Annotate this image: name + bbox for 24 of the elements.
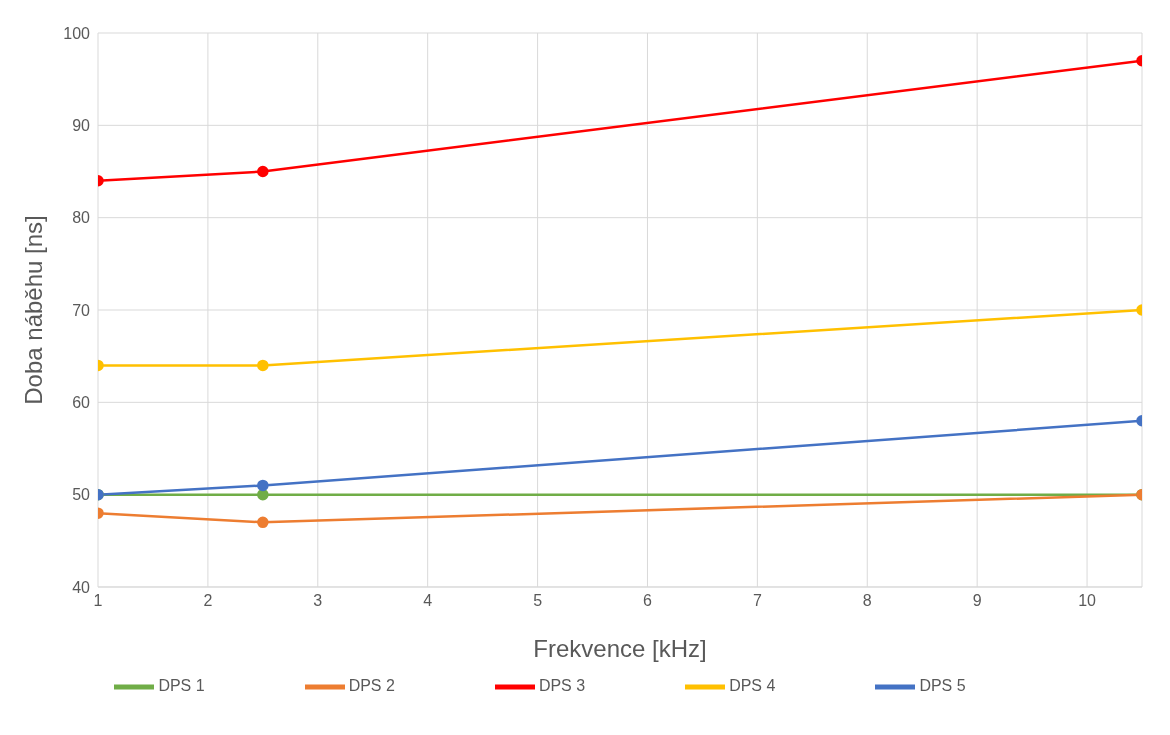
x-tick-label: 7 xyxy=(752,592,762,610)
x-tick-label: 3 xyxy=(313,592,323,610)
legend-label: DPS 2 xyxy=(348,677,395,695)
x-tick-label: 4 xyxy=(423,592,433,610)
legend-label: DPS 5 xyxy=(919,677,966,695)
y-tick-label: 70 xyxy=(72,301,91,319)
x-tick-label: 5 xyxy=(533,592,543,610)
legend-label: DPS 4 xyxy=(729,677,776,695)
x-tick-label: 10 xyxy=(1078,592,1097,610)
y-tick-label: 60 xyxy=(72,394,91,412)
y-tick-label: 100 xyxy=(63,24,91,42)
y-tick-label: 90 xyxy=(72,117,91,135)
y-tick-label: 80 xyxy=(72,209,91,227)
x-axis-title: Frekvence [kHz] xyxy=(533,635,707,662)
x-tick-label: 9 xyxy=(972,592,982,610)
y-axis-title: Doba náběhu [ns] xyxy=(19,215,47,405)
y-tick-label: 40 xyxy=(72,578,91,596)
x-tick-label: 1 xyxy=(93,592,103,610)
x-tick-label: 2 xyxy=(203,592,213,610)
x-tick-label: 6 xyxy=(643,592,653,610)
legend-label: DPS 1 xyxy=(158,677,205,695)
y-tick-label: 50 xyxy=(72,486,91,504)
x-tick-label: 8 xyxy=(862,592,872,610)
legend-label: DPS 3 xyxy=(538,677,586,695)
